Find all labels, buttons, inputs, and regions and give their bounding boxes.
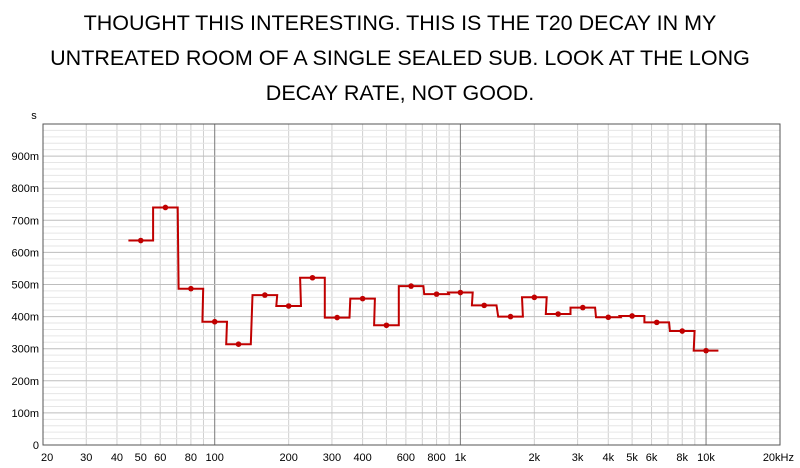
y-tick-label: 600m — [11, 247, 39, 259]
data-point — [309, 274, 316, 281]
x-tick-label: 400 — [353, 452, 371, 464]
x-tick-label: 60 — [154, 452, 166, 464]
x-tick-label: 8k — [676, 452, 688, 464]
x-tick-label: 20 — [41, 452, 53, 464]
y-tick-label: 200m — [11, 376, 39, 388]
y-tick-label: 700m — [11, 215, 39, 227]
data-point — [137, 237, 144, 244]
data-point — [359, 295, 366, 302]
y-tick-label: 100m — [11, 408, 39, 420]
major-grid — [43, 124, 780, 445]
data-point — [383, 322, 390, 329]
x-tick-label: 20kHz — [763, 452, 794, 464]
x-tick-labels: 20 30 40 50 60 80 100 200 300 400 600 800 1k 2k 3k 4k 5k… — [41, 452, 794, 464]
y-tick-label: 900m — [11, 151, 39, 163]
x-tick-label: 600 — [397, 452, 415, 464]
data-point — [653, 319, 660, 326]
data-point — [531, 294, 538, 301]
y-axis-label: s — [31, 110, 37, 122]
x-tick-label: 200 — [279, 452, 297, 464]
data-point — [481, 302, 487, 309]
data-point — [262, 292, 268, 298]
data-point — [235, 341, 242, 348]
y-tick-label: 800m — [11, 183, 39, 195]
x-tick-label: 3k — [572, 452, 584, 464]
x-tick-label: 6k — [646, 452, 658, 464]
data-point — [211, 318, 218, 325]
y-tick-label: 500m — [11, 280, 39, 292]
x-tick-label: 800 — [427, 452, 445, 464]
x-tick-label: 5k — [626, 452, 638, 464]
series-group — [128, 204, 719, 354]
data-point — [162, 204, 169, 211]
y-tick-label: 400m — [11, 312, 39, 324]
data-point — [679, 328, 686, 334]
x-tick-label: 80 — [185, 452, 197, 464]
plot-frame — [42, 123, 781, 446]
caption-line-1: THOUGHT THIS INTERESTING. THIS IS THE T2… — [83, 11, 717, 35]
data-point — [433, 291, 440, 297]
x-tick-label: 50 — [135, 452, 147, 464]
data-point — [703, 347, 709, 354]
data-point — [605, 314, 612, 321]
y-tick-label: 300m — [11, 344, 39, 356]
x-tick-label: 4k — [602, 452, 614, 464]
data-point — [579, 304, 586, 311]
data-point — [555, 311, 561, 317]
x-tick-label: 2k — [529, 452, 541, 464]
data-point — [188, 285, 194, 292]
x-tick-label: 100 — [206, 452, 224, 464]
chart-caption: THOUGHT THIS INTERESTING. THIS IS THE T2… — [10, 6, 790, 111]
data-point — [507, 313, 514, 320]
data-point — [334, 314, 340, 321]
x-tick-label: 1k — [455, 452, 467, 464]
x-tick-label: 300 — [323, 452, 341, 464]
x-tick-label: 30 — [80, 452, 92, 464]
x-tick-label: 40 — [111, 452, 123, 464]
y-tick-label: 0 — [33, 440, 39, 452]
data-point — [285, 303, 292, 309]
series-line — [128, 206, 719, 352]
data-point — [457, 289, 464, 296]
y-tick-labels: 0 100m 200m 300m 400m 500m 600m 700m 800m 900m — [11, 151, 39, 452]
data-point — [408, 283, 414, 289]
caption-line-3: DECAY RATE, NOT GOOD. — [265, 81, 535, 105]
caption-line-2: UNTREATED ROOM OF A SINGLE SEALED SUB. L… — [50, 46, 750, 70]
data-point — [629, 313, 635, 319]
x-tick-label: 10k — [697, 452, 715, 464]
